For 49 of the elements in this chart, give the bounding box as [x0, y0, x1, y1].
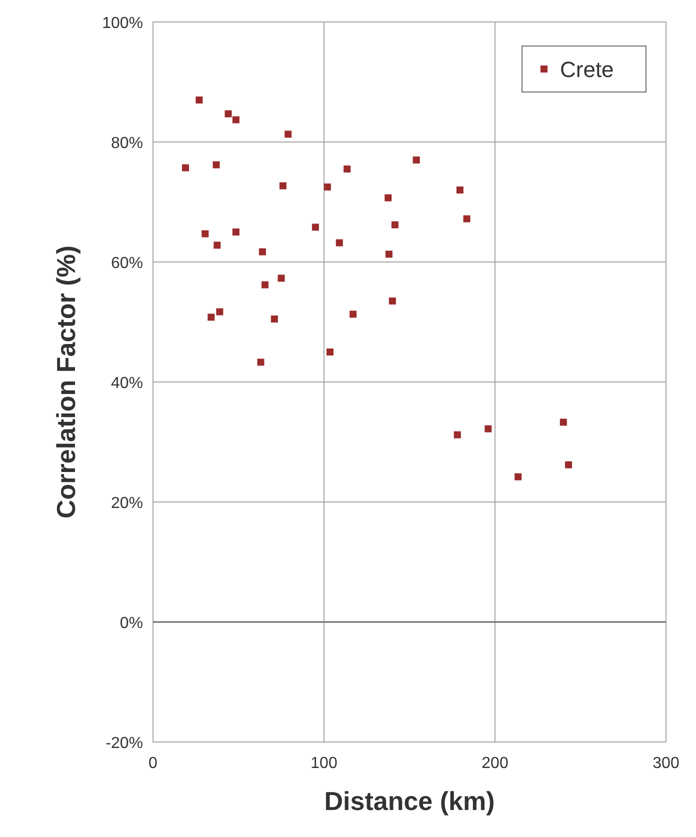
point: [385, 250, 392, 258]
y-tick-label: 20%: [110, 495, 143, 512]
y-tick-label: 80%: [110, 135, 143, 152]
point: [216, 308, 224, 316]
point: [560, 418, 567, 426]
point: [196, 96, 203, 104]
point: [258, 248, 266, 256]
point: [257, 358, 264, 366]
point: [336, 239, 343, 246]
x-tick-label: 0: [148, 755, 158, 772]
point: [454, 431, 461, 438]
point: [224, 110, 232, 118]
point: [279, 182, 286, 190]
point: [463, 215, 470, 222]
point: [350, 310, 357, 318]
point: [214, 242, 221, 249]
point: [262, 281, 269, 288]
point: [391, 221, 398, 228]
point: [208, 314, 215, 321]
point: [284, 130, 292, 138]
x-axis-title: Distance (km): [324, 786, 495, 816]
point: [384, 194, 392, 202]
point: [456, 186, 464, 194]
point: [202, 230, 209, 238]
point: [270, 316, 278, 322]
y-tick-label: -20%: [106, 735, 143, 752]
x-tick-label: 300: [652, 755, 680, 772]
y-tick-label: 100%: [102, 15, 143, 32]
point: [324, 184, 331, 190]
x-tick-label: 200: [482, 755, 508, 772]
y-tick-label: 0%: [120, 615, 143, 632]
point: [326, 348, 334, 356]
point: [484, 425, 492, 432]
point: [278, 274, 285, 282]
y-tick-label: 40%: [110, 375, 143, 392]
point: [514, 473, 522, 480]
x-tick-label: 100: [310, 755, 338, 772]
point: [232, 228, 240, 236]
y-axis-title: Correlation Factor (%): [51, 245, 81, 519]
point: [182, 164, 189, 172]
y-tick-label: 60%: [110, 255, 143, 272]
point: [344, 166, 351, 172]
point: [388, 298, 396, 304]
point: [212, 161, 220, 168]
point: [312, 224, 319, 231]
point: [412, 156, 420, 164]
point: [232, 116, 240, 124]
legend-label: Crete: [560, 57, 614, 82]
point: [565, 461, 572, 468]
